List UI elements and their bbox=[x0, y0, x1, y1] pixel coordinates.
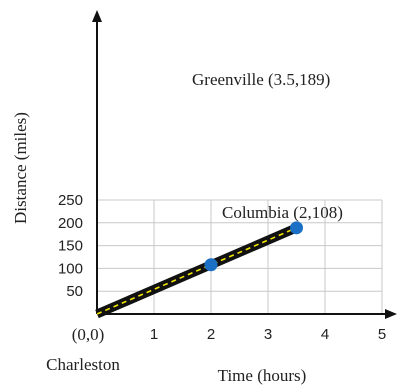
data-point-1 bbox=[204, 258, 218, 272]
y-tick-label-100: 100 bbox=[58, 260, 83, 277]
point-label-1: Columbia (2,108) bbox=[222, 203, 343, 222]
origin-place-label: Charleston bbox=[46, 355, 120, 374]
x-tick-label-2: 2 bbox=[207, 326, 215, 343]
y-tick-label-250: 250 bbox=[58, 192, 83, 209]
y-tick-labels: 50 100 150 200 250 bbox=[58, 192, 83, 300]
point-labels: Columbia (2,108) Greenville (3.5,189) bbox=[192, 70, 343, 222]
x-tick-label-3: 3 bbox=[264, 326, 272, 343]
y-axis-arrow bbox=[92, 10, 102, 22]
x-tick-labels: 1 2 3 4 5 bbox=[150, 326, 386, 343]
axes bbox=[92, 10, 397, 319]
y-tick-label-50: 50 bbox=[66, 283, 83, 300]
data-point-2 bbox=[290, 221, 303, 235]
y-axis-title: Distance (miles) bbox=[11, 112, 30, 224]
data-points bbox=[204, 221, 303, 272]
x-axis-arrow bbox=[385, 309, 397, 319]
x-tick-label-1: 1 bbox=[150, 326, 158, 343]
origin-label: (0,0) bbox=[72, 325, 105, 344]
y-tick-label-150: 150 bbox=[58, 238, 83, 255]
x-tick-label-5: 5 bbox=[378, 326, 386, 343]
x-tick-label-4: 4 bbox=[321, 326, 329, 343]
x-axis-title: Time (hours) bbox=[218, 366, 307, 385]
series-line bbox=[95, 223, 299, 319]
y-tick-label-200: 200 bbox=[58, 215, 83, 232]
point-label-2: Greenville (3.5,189) bbox=[192, 70, 330, 89]
